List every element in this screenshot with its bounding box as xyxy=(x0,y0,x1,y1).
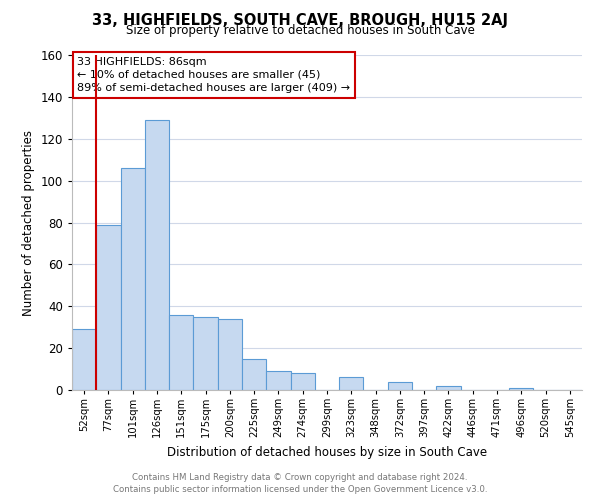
Bar xyxy=(290,373,315,390)
Y-axis label: Number of detached properties: Number of detached properties xyxy=(22,130,35,316)
Bar xyxy=(193,316,218,390)
Bar xyxy=(436,386,461,390)
Bar xyxy=(509,388,533,390)
Bar xyxy=(388,382,412,390)
Text: 33, HIGHFIELDS, SOUTH CAVE, BROUGH, HU15 2AJ: 33, HIGHFIELDS, SOUTH CAVE, BROUGH, HU15… xyxy=(92,12,508,28)
Bar xyxy=(72,330,96,390)
Bar xyxy=(96,224,121,390)
Bar xyxy=(266,371,290,390)
Bar xyxy=(169,314,193,390)
Bar xyxy=(145,120,169,390)
Text: Contains HM Land Registry data © Crown copyright and database right 2024.
Contai: Contains HM Land Registry data © Crown c… xyxy=(113,473,487,494)
Bar xyxy=(242,358,266,390)
X-axis label: Distribution of detached houses by size in South Cave: Distribution of detached houses by size … xyxy=(167,446,487,458)
Bar xyxy=(339,378,364,390)
Text: Size of property relative to detached houses in South Cave: Size of property relative to detached ho… xyxy=(125,24,475,37)
Text: 33 HIGHFIELDS: 86sqm
← 10% of detached houses are smaller (45)
89% of semi-detac: 33 HIGHFIELDS: 86sqm ← 10% of detached h… xyxy=(77,56,350,93)
Bar xyxy=(121,168,145,390)
Bar xyxy=(218,319,242,390)
